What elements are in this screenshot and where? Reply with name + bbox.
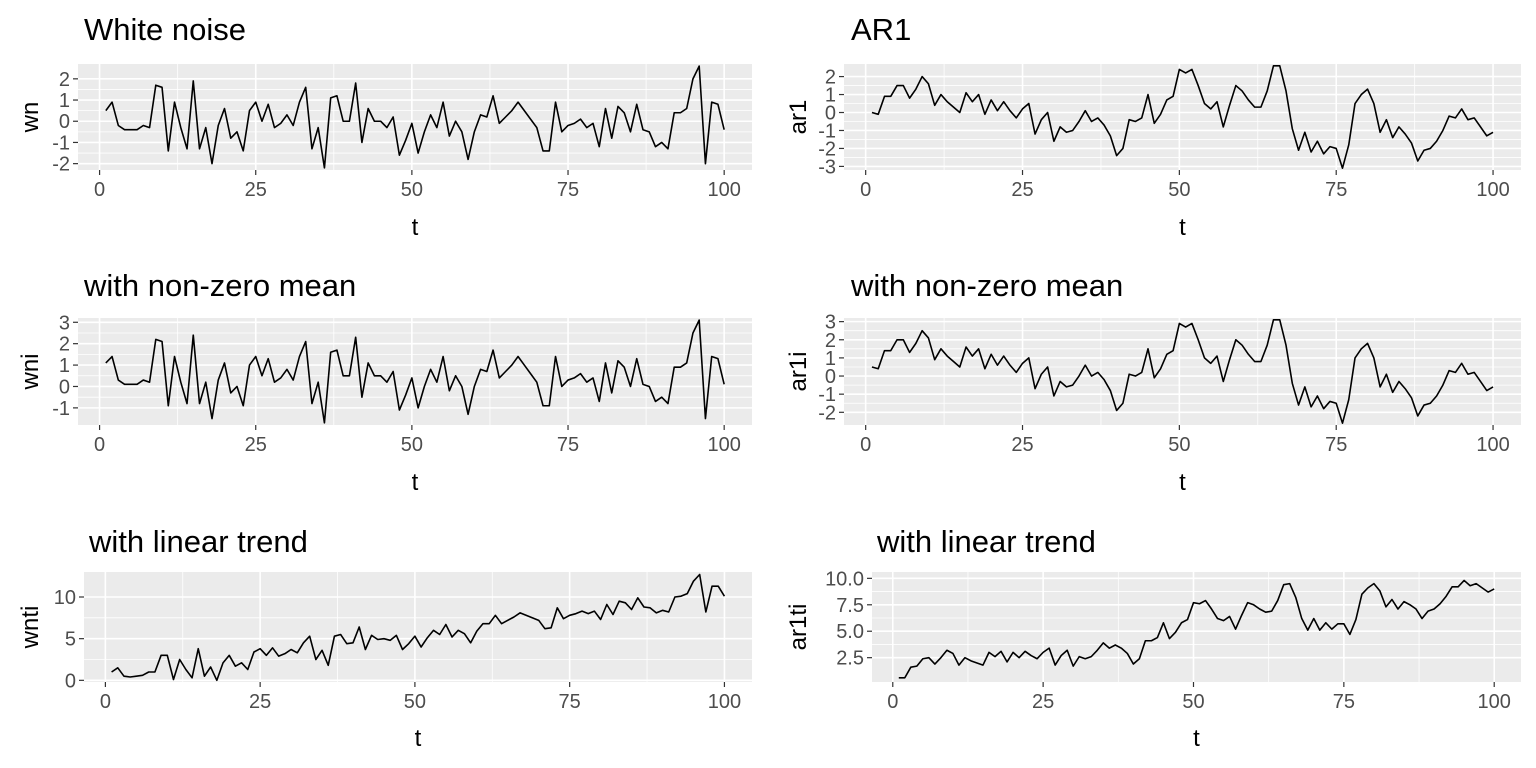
y-tick-label: 1 bbox=[825, 348, 836, 370]
x-tick-label: 100 bbox=[1478, 691, 1511, 713]
x-tick-label: 100 bbox=[708, 691, 741, 713]
y-axis-label: wn bbox=[17, 102, 44, 134]
x-tick-label: 25 bbox=[245, 434, 267, 456]
x-tick-label: 75 bbox=[1325, 179, 1347, 201]
y-tick-label: 1 bbox=[59, 90, 70, 112]
x-axis-label: t bbox=[1179, 469, 1186, 496]
series-line bbox=[111, 573, 726, 682]
y-tick-label: -2 bbox=[52, 154, 70, 176]
x-tick-label: 25 bbox=[1032, 691, 1054, 713]
x-tick-label: 25 bbox=[249, 691, 271, 713]
plot-background bbox=[78, 318, 752, 425]
x-tick-label: 25 bbox=[1011, 434, 1033, 456]
x-tick-label: 100 bbox=[707, 179, 740, 201]
panel-6: 0 25 50 75 100 2.5 5.0 7.5 10.0 with linear trend… bbox=[785, 524, 1521, 752]
y-tick-label: 7.5 bbox=[836, 595, 864, 617]
series-line bbox=[871, 64, 1494, 170]
x-tick-label: 0 bbox=[887, 691, 898, 713]
y-tick-label: -1 bbox=[818, 120, 836, 142]
panel-title: AR1 bbox=[851, 12, 911, 47]
y-tick-label: 2 bbox=[59, 69, 70, 91]
y-tick-label: 0 bbox=[825, 366, 836, 388]
x-tick-label: 0 bbox=[100, 691, 111, 713]
y-tick-label: 10 bbox=[54, 587, 76, 609]
y-axis-label: wnti bbox=[17, 606, 44, 650]
x-axis-label: t bbox=[1179, 214, 1186, 241]
panel-title: White noise bbox=[84, 12, 246, 47]
y-tick-label: -1 bbox=[818, 384, 836, 406]
x-tick-label: 50 bbox=[404, 691, 426, 713]
y-tick-label: -2 bbox=[818, 138, 836, 160]
x-tick-label: 50 bbox=[401, 179, 423, 201]
series-line bbox=[105, 319, 725, 424]
y-tick-label: 0 bbox=[65, 670, 76, 692]
series-line bbox=[898, 579, 1495, 679]
x-axis-label: t bbox=[1193, 725, 1200, 752]
y-tick-label: 3 bbox=[825, 312, 836, 334]
x-tick-label: 75 bbox=[1333, 691, 1355, 713]
y-axis-label: wni bbox=[17, 353, 44, 390]
y-tick-label: 2 bbox=[825, 67, 836, 89]
y-tick-label: -3 bbox=[818, 156, 836, 178]
x-tick-label: 75 bbox=[557, 434, 579, 456]
x-tick-label: 75 bbox=[557, 179, 579, 201]
panel-title: with linear trend bbox=[88, 524, 308, 559]
y-tick-label: 2 bbox=[59, 334, 70, 356]
y-tick-label: -1 bbox=[52, 132, 70, 154]
y-tick-label: 0 bbox=[59, 111, 70, 133]
y-tick-label: -1 bbox=[52, 398, 70, 420]
x-tick-label: 0 bbox=[860, 179, 871, 201]
plot-background bbox=[872, 572, 1521, 682]
y-tick-label: 1 bbox=[59, 355, 70, 377]
y-tick-label: 2 bbox=[825, 330, 836, 352]
x-axis-label: t bbox=[412, 214, 419, 241]
y-tick-label: 10.0 bbox=[825, 568, 864, 590]
x-tick-label: 50 bbox=[1168, 179, 1190, 201]
x-tick-label: 0 bbox=[860, 434, 871, 456]
panel-title: with linear trend bbox=[876, 524, 1096, 559]
plot-background bbox=[844, 64, 1521, 170]
x-tick-label: 25 bbox=[1011, 179, 1033, 201]
panel-5: 0 25 50 75 100 0 5 10 with linear trend t wnti bbox=[17, 524, 752, 752]
y-tick-label: 1 bbox=[825, 85, 836, 107]
y-tick-label: 2.5 bbox=[836, 648, 864, 670]
y-axis-label: ar1 bbox=[785, 100, 812, 135]
y-tick-label: 5 bbox=[65, 629, 76, 651]
x-axis-label: t bbox=[415, 725, 422, 752]
y-tick-label: -2 bbox=[818, 402, 836, 424]
panel-title: with non-zero mean bbox=[83, 268, 356, 303]
x-tick-label: 100 bbox=[1476, 434, 1509, 456]
y-axis-label: ar1i bbox=[785, 351, 812, 391]
x-tick-label: 25 bbox=[245, 179, 267, 201]
y-tick-label: 0 bbox=[825, 103, 836, 125]
x-tick-label: 50 bbox=[401, 434, 423, 456]
x-tick-label: 100 bbox=[1476, 179, 1509, 201]
x-tick-label: 100 bbox=[707, 434, 740, 456]
x-tick-label: 0 bbox=[94, 434, 105, 456]
x-tick-label: 50 bbox=[1168, 434, 1190, 456]
series-line bbox=[105, 65, 725, 169]
plot-background bbox=[78, 64, 752, 170]
x-tick-label: 75 bbox=[1325, 434, 1347, 456]
y-tick-label: 5.0 bbox=[836, 621, 864, 643]
plot-background bbox=[844, 318, 1521, 425]
x-tick-label: 50 bbox=[1182, 691, 1204, 713]
y-tick-label: 0 bbox=[59, 376, 70, 398]
panel-title: with non-zero mean bbox=[850, 268, 1123, 303]
x-axis-label: t bbox=[412, 469, 419, 496]
x-tick-label: 75 bbox=[559, 691, 581, 713]
series-line bbox=[871, 319, 1494, 424]
y-tick-label: 3 bbox=[59, 312, 70, 334]
x-tick-label: 0 bbox=[94, 179, 105, 201]
y-axis-label: ar1ti bbox=[785, 604, 812, 651]
